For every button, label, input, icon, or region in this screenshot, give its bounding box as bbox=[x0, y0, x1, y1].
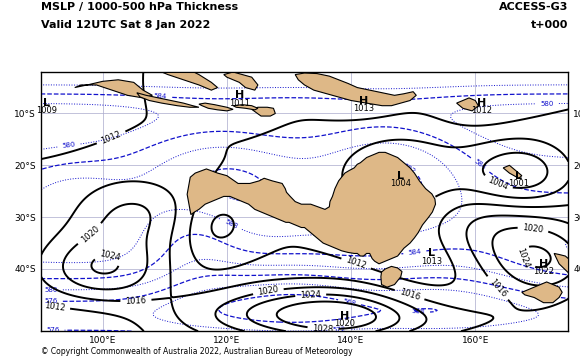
Text: H: H bbox=[539, 259, 548, 269]
Text: 584: 584 bbox=[154, 94, 168, 100]
Text: 1009: 1009 bbox=[37, 107, 57, 115]
Polygon shape bbox=[187, 152, 436, 264]
Text: 592: 592 bbox=[403, 162, 417, 175]
Text: L: L bbox=[428, 248, 436, 258]
Polygon shape bbox=[75, 80, 153, 98]
Text: 1028: 1028 bbox=[312, 324, 334, 334]
Text: 580: 580 bbox=[541, 100, 554, 107]
Text: 1008: 1008 bbox=[411, 195, 433, 213]
Text: 1020: 1020 bbox=[79, 224, 101, 244]
Polygon shape bbox=[155, 64, 218, 90]
Text: 1004: 1004 bbox=[487, 176, 509, 192]
Text: 580: 580 bbox=[62, 141, 76, 149]
Text: MSLP / 1000-500 hPa Thickness: MSLP / 1000-500 hPa Thickness bbox=[41, 2, 238, 12]
Text: Valid 12UTC Sat 8 Jan 2022: Valid 12UTC Sat 8 Jan 2022 bbox=[41, 20, 210, 30]
Polygon shape bbox=[224, 72, 258, 90]
Text: 1011: 1011 bbox=[229, 99, 250, 108]
Text: ACCESS-G3: ACCESS-G3 bbox=[499, 2, 568, 12]
Text: L: L bbox=[397, 171, 404, 181]
Text: 1012: 1012 bbox=[44, 301, 66, 312]
Text: 1016: 1016 bbox=[398, 287, 421, 302]
Text: 1024: 1024 bbox=[515, 247, 531, 270]
Text: 1020: 1020 bbox=[334, 319, 356, 328]
Text: 1012: 1012 bbox=[100, 130, 122, 146]
Text: 592: 592 bbox=[227, 193, 242, 203]
Text: 568: 568 bbox=[412, 309, 425, 315]
Text: 568: 568 bbox=[342, 298, 357, 307]
Text: 572: 572 bbox=[332, 327, 346, 333]
Text: 1022: 1022 bbox=[533, 267, 554, 276]
Text: H: H bbox=[359, 95, 368, 105]
Polygon shape bbox=[137, 93, 199, 107]
Text: 588: 588 bbox=[224, 219, 239, 230]
Text: H: H bbox=[340, 311, 350, 321]
Text: H: H bbox=[477, 98, 486, 108]
Text: t+000: t+000 bbox=[531, 20, 568, 30]
Polygon shape bbox=[554, 253, 580, 276]
Text: 1020: 1020 bbox=[522, 223, 544, 234]
Polygon shape bbox=[233, 105, 258, 110]
Text: L: L bbox=[515, 171, 522, 181]
Text: 1012: 1012 bbox=[471, 107, 492, 115]
Text: H: H bbox=[235, 90, 244, 100]
Polygon shape bbox=[295, 73, 416, 106]
Polygon shape bbox=[199, 103, 233, 111]
Text: 584: 584 bbox=[473, 158, 487, 171]
Text: 1004: 1004 bbox=[390, 179, 411, 188]
Text: 1016: 1016 bbox=[125, 296, 147, 306]
Text: 1016: 1016 bbox=[487, 277, 508, 299]
Text: L: L bbox=[44, 98, 50, 108]
Text: 1013: 1013 bbox=[421, 257, 443, 266]
Text: 1024: 1024 bbox=[98, 249, 121, 262]
Polygon shape bbox=[252, 107, 276, 116]
Polygon shape bbox=[381, 266, 402, 287]
Polygon shape bbox=[522, 282, 562, 303]
Text: © Copyright Commonwealth of Australia 2022, Australian Bureau of Meteorology: © Copyright Commonwealth of Australia 20… bbox=[41, 347, 352, 356]
Text: 1012: 1012 bbox=[345, 256, 368, 271]
Text: 584: 584 bbox=[408, 248, 422, 256]
Text: 576: 576 bbox=[45, 298, 58, 304]
Text: 1020: 1020 bbox=[257, 285, 280, 297]
Polygon shape bbox=[456, 98, 478, 111]
Text: 1013: 1013 bbox=[353, 104, 374, 113]
Polygon shape bbox=[503, 165, 522, 178]
Text: 1024: 1024 bbox=[300, 290, 321, 300]
Text: 588: 588 bbox=[334, 85, 347, 91]
Text: 576: 576 bbox=[46, 327, 60, 333]
Text: 580: 580 bbox=[45, 287, 58, 293]
Text: 1001: 1001 bbox=[508, 179, 529, 188]
